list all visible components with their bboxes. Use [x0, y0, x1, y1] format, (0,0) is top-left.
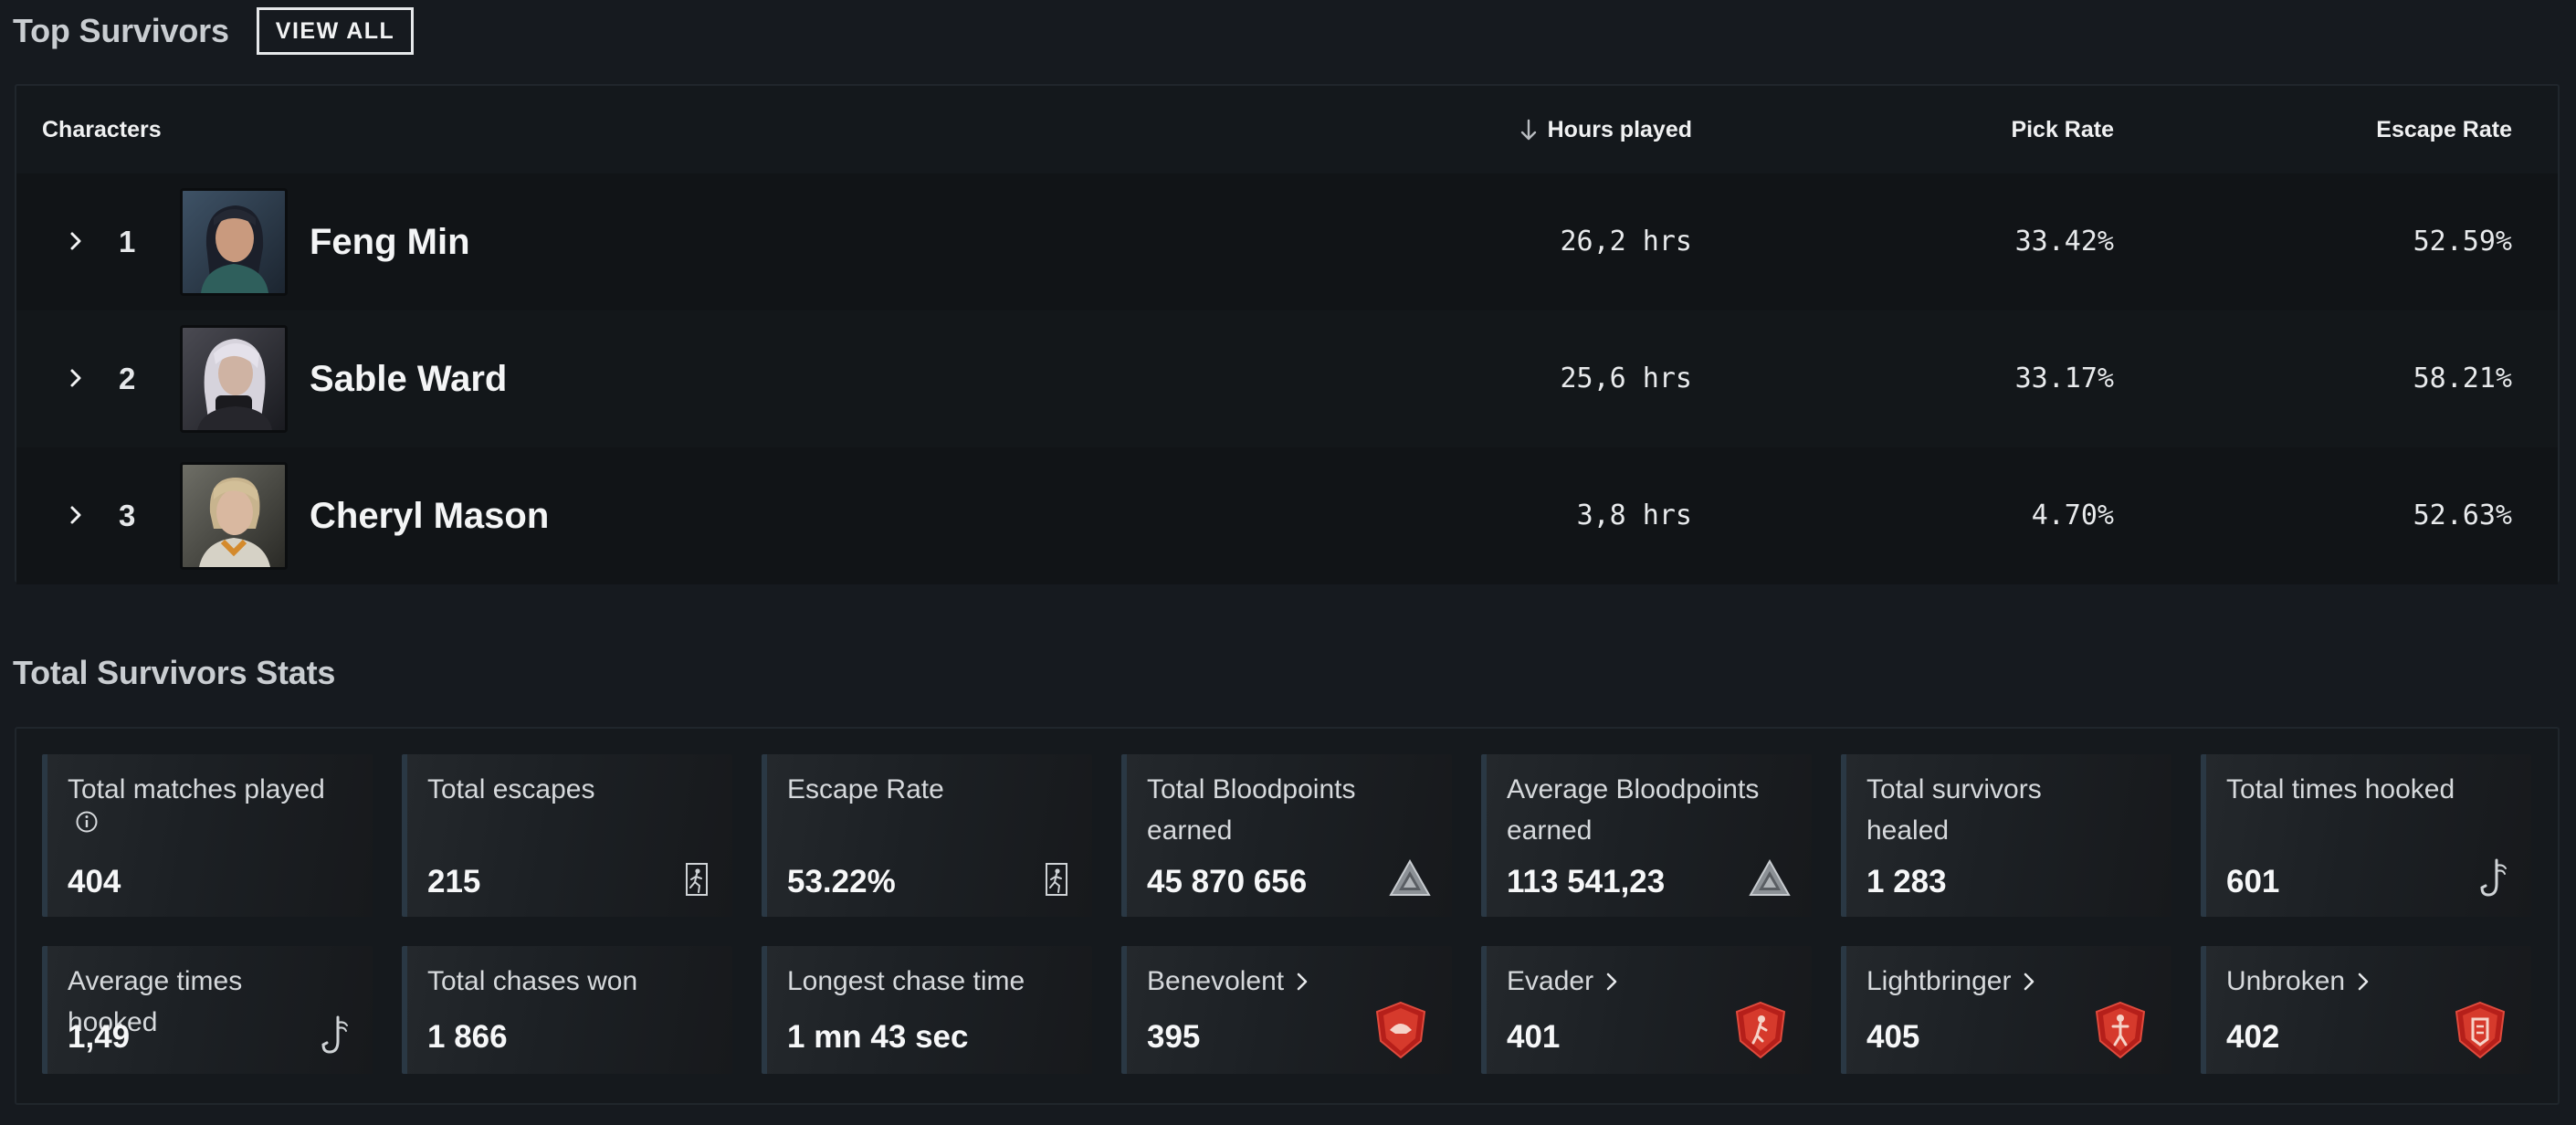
stat-card-total-escapes: Total escapes 215	[402, 754, 732, 917]
hours-played-value: 25,6 hrs	[1560, 363, 1693, 394]
unbroken-badge-icon	[2455, 1001, 2506, 1059]
stat-value: 215	[427, 864, 481, 899]
total-stats-header: Total Survivors Stats	[13, 654, 335, 692]
stat-card-total-bloodpoints: Total Bloodpoints earned 45 870 656	[1121, 754, 1452, 917]
stat-label: Total matches played	[68, 774, 325, 804]
row-rank: 3	[119, 499, 136, 532]
avatar	[180, 325, 288, 433]
view-all-button[interactable]: VIEW ALL	[256, 7, 415, 55]
stat-card-benevolent[interactable]: Benevolent 395	[1121, 946, 1452, 1074]
chevron-right-icon[interactable]	[1603, 970, 1621, 994]
stat-label: Average Bloodpoints earned	[1507, 774, 1760, 846]
stat-value: 45 870 656	[1147, 864, 1308, 899]
bloodpoints-icon	[1749, 858, 1791, 896]
hook-icon	[2480, 858, 2507, 897]
stat-card-longest-chase: Longest chase time 1 mn 43 sec	[762, 946, 1092, 1074]
stat-card-escape-rate: Escape Rate 53.22%	[762, 754, 1092, 917]
column-hours-played[interactable]: Hours played	[1519, 117, 1692, 143]
stat-label: Benevolent	[1147, 966, 1285, 996]
stat-label: Unbroken	[2226, 966, 2346, 996]
pick-rate-value: 33.42%	[2014, 226, 2114, 258]
stat-label: Longest chase time	[787, 966, 1025, 996]
escape-rate-value: 52.59%	[2413, 226, 2512, 258]
exit-door-icon	[686, 863, 708, 896]
top-survivors-header: Top Survivors VIEW ALL	[13, 7, 415, 55]
stat-label: Total Bloodpoints earned	[1147, 774, 1356, 846]
stat-label: Lightbringer	[1866, 966, 2012, 996]
stat-value: 113 541,23	[1507, 864, 1666, 899]
character-name: Feng Min	[310, 222, 470, 262]
column-pick-rate[interactable]: Pick Rate	[2011, 117, 2114, 142]
chevron-right-icon[interactable]	[2020, 970, 2038, 994]
bloodpoints-icon	[1389, 858, 1431, 896]
stat-label: Total escapes	[427, 774, 595, 804]
escape-rate-value: 52.63%	[2413, 499, 2512, 531]
survivors-table: Characters Hours played Pick Rate Escape…	[15, 84, 2560, 584]
hours-played-value: 3,8 hrs	[1576, 499, 1692, 531]
stat-card-average-hooked: Average times hooked 1,49	[42, 946, 373, 1074]
stat-value: 1,49	[68, 1019, 131, 1055]
total-stats-title: Total Survivors Stats	[13, 654, 336, 691]
chevron-right-icon[interactable]	[1293, 970, 1311, 994]
stat-card-unbroken[interactable]: Unbroken 402	[2201, 946, 2531, 1074]
stat-label: Total survivors healed	[1866, 774, 2042, 846]
stat-card-times-hooked: Total times hooked 601	[2201, 754, 2531, 917]
stat-card-average-bloodpoints: Average Bloodpoints earned 113 541,23	[1481, 754, 1812, 917]
top-survivors-title: Top Survivors	[13, 12, 229, 49]
escape-rate-value: 58.21%	[2413, 363, 2512, 394]
stat-label: Total times hooked	[2226, 774, 2455, 804]
character-name: Sable Ward	[310, 359, 508, 399]
stat-card-evader[interactable]: Evader 401	[1481, 946, 1812, 1074]
column-escape-rate[interactable]: Escape Rate	[2376, 117, 2512, 142]
table-header: Characters Hours played Pick Rate Escape…	[16, 86, 2558, 173]
stat-value: 53.22%	[787, 864, 896, 899]
evader-badge-icon	[1735, 1001, 1786, 1059]
character-name: Cheryl Mason	[310, 496, 550, 536]
stat-label: Escape Rate	[787, 774, 944, 804]
stat-card-survivors-healed: Total survivors healed 1 283	[1841, 754, 2171, 917]
table-row[interactable]: 2 Sable Ward 25,6 hrs 33.17% 58.21%	[16, 310, 2558, 447]
stat-card-lightbringer[interactable]: Lightbringer 405	[1841, 946, 2171, 1074]
pick-rate-value: 4.70%	[2031, 499, 2114, 531]
chevron-right-icon[interactable]	[64, 501, 88, 529]
hook-icon	[321, 1015, 348, 1054]
stat-value: 404	[68, 864, 121, 899]
hours-played-value: 26,2 hrs	[1560, 226, 1693, 258]
stat-value: 601	[2226, 864, 2280, 899]
stat-card-total-matches: Total matches played 404	[42, 754, 373, 917]
row-rank: 1	[119, 225, 136, 258]
table-row[interactable]: 1 Feng Min 26,2 hrs 33.42% 52.59%	[16, 173, 2558, 310]
stat-value: 395	[1147, 1019, 1201, 1055]
stat-value: 401	[1507, 1019, 1561, 1055]
sort-descending-icon	[1520, 119, 1536, 140]
stat-card-chases-won: Total chases won 1 866	[402, 946, 732, 1074]
stat-value: 402	[2226, 1019, 2280, 1055]
chevron-right-icon[interactable]	[64, 364, 88, 392]
avatar	[180, 188, 288, 296]
stat-value: 1 mn 43 sec	[787, 1019, 969, 1055]
stat-label: Average times hooked	[68, 966, 243, 1037]
stat-value: 1 866	[427, 1019, 508, 1055]
stat-value: 405	[1866, 1019, 1920, 1055]
table-row[interactable]: 3 Cheryl Mason 3,8 hrs 4.70% 52.63%	[16, 447, 2558, 584]
row-rank: 2	[119, 362, 136, 395]
stat-label: Evader	[1507, 966, 1594, 996]
pick-rate-value: 33.17%	[2014, 363, 2114, 394]
lightbringer-badge-icon	[2095, 1001, 2146, 1059]
column-characters: Characters	[42, 117, 162, 142]
stat-value: 1 283	[1866, 864, 1947, 899]
chevron-right-icon[interactable]	[2354, 970, 2372, 994]
benevolent-badge-icon	[1375, 1001, 1426, 1059]
chevron-right-icon[interactable]	[64, 227, 88, 255]
info-icon[interactable]	[75, 810, 99, 834]
avatar	[180, 462, 288, 570]
stats-grid: Total matches played 404 Total escapes 2…	[15, 727, 2560, 1105]
column-hours-played-label: Hours played	[1547, 117, 1692, 142]
stat-label: Total chases won	[427, 966, 638, 996]
exit-door-icon	[1046, 863, 1067, 896]
